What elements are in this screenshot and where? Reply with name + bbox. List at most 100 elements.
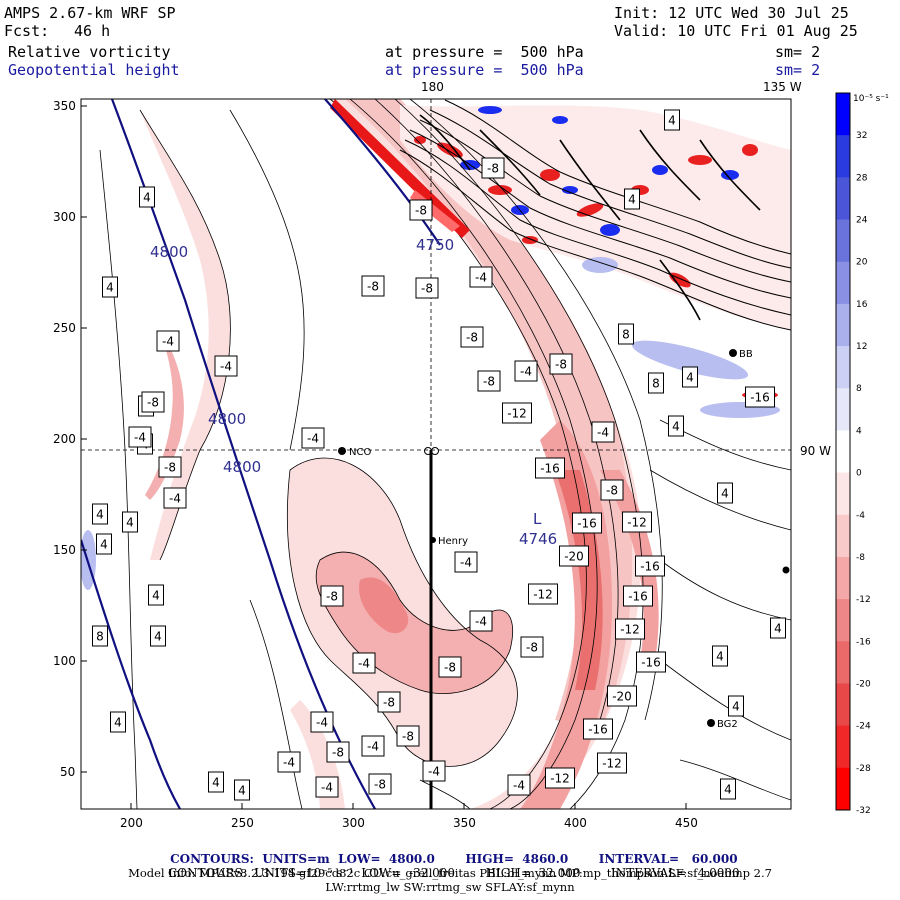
field1-level: at pressure = 500 hPa bbox=[385, 43, 584, 61]
contour-label-box bbox=[572, 512, 602, 534]
contour-label-box bbox=[520, 636, 544, 658]
height-label: 4800 bbox=[208, 410, 246, 428]
y-tick-label: 250 bbox=[53, 321, 76, 335]
height-label: 4800 bbox=[223, 458, 261, 476]
contour-label: -12 bbox=[627, 516, 647, 530]
contour-label-box bbox=[618, 323, 634, 345]
x-tick-label: 250 bbox=[231, 816, 254, 830]
contour-label: -8 bbox=[466, 331, 478, 345]
colorbar-label: -8 bbox=[856, 553, 865, 563]
field2-smoothing: sm= 2 bbox=[775, 61, 821, 79]
colorbar-swatch bbox=[836, 599, 850, 642]
contour-label: 4 bbox=[672, 420, 680, 434]
colorbar-label: 12 bbox=[856, 342, 867, 352]
contour-label-box bbox=[668, 415, 684, 437]
forecast-label: Fcst: bbox=[4, 22, 50, 40]
contour-label: -8 bbox=[374, 778, 386, 792]
contour-label-box bbox=[422, 760, 446, 782]
contour-label: -4 bbox=[316, 716, 328, 730]
colorbar-label: -32 bbox=[856, 806, 871, 816]
contour-label-box bbox=[514, 360, 538, 382]
model-info: Model Info: MPASv8.2.3-194-gf29cd82c CU:… bbox=[128, 866, 772, 880]
contour-label: -4 bbox=[283, 756, 295, 770]
contour-label-box bbox=[320, 585, 344, 607]
station-bg2: BG2 bbox=[707, 719, 738, 730]
low-center-value: 4746 bbox=[519, 530, 557, 548]
station-dot bbox=[338, 447, 346, 455]
contour-label-box bbox=[664, 109, 680, 131]
contour-label-box bbox=[623, 585, 653, 607]
contour-label-box bbox=[310, 711, 334, 733]
station-dot bbox=[430, 537, 436, 543]
contour-label-box bbox=[682, 366, 698, 388]
colorbar-swatch bbox=[836, 177, 850, 221]
contour-label: 4 bbox=[238, 784, 246, 798]
colorbar-label: 24 bbox=[856, 216, 868, 226]
contour-label: -16 bbox=[640, 560, 660, 574]
colorbar-label: -20 bbox=[856, 679, 871, 689]
contour-label: 4 bbox=[100, 538, 108, 552]
field2-name: Geopotential height bbox=[8, 61, 180, 79]
contour-label: -8 bbox=[367, 280, 379, 294]
colorbar-label: 8 bbox=[856, 384, 862, 394]
contour-label-box bbox=[148, 584, 164, 606]
contour-label: 4 bbox=[212, 776, 220, 790]
station-label: BG2 bbox=[717, 719, 738, 730]
contour-label-box bbox=[597, 752, 627, 774]
colorbar-swatch bbox=[836, 388, 850, 431]
contour-label: 4 bbox=[143, 191, 151, 205]
contour-label-box bbox=[469, 266, 493, 288]
contour-label: -4 bbox=[220, 360, 232, 374]
contour-label: 4 bbox=[686, 371, 694, 385]
station-dot bbox=[729, 349, 737, 357]
contour-label-box bbox=[315, 776, 339, 798]
crosshair-marker bbox=[431, 447, 439, 455]
contour-label: 4 bbox=[152, 589, 160, 603]
contour-label: -16 bbox=[628, 590, 648, 604]
station-label: BB bbox=[739, 349, 753, 360]
x-tick-label: 200 bbox=[120, 816, 143, 830]
x-tick-label: 450 bbox=[675, 816, 698, 830]
contour-label-box bbox=[607, 685, 637, 707]
contour-label-box bbox=[141, 391, 165, 413]
forecast-hour: 46 h bbox=[74, 22, 111, 40]
contour-label: -4 bbox=[520, 365, 532, 379]
contour-label-box bbox=[361, 275, 385, 297]
y-tick-label: 150 bbox=[53, 543, 76, 557]
contour-label: -4 bbox=[475, 615, 487, 629]
field1-smoothing: sm= 2 bbox=[775, 43, 821, 61]
colorbar-swatch bbox=[836, 514, 850, 558]
valid-time: Valid: 10 UTC Fri 01 Aug 25 bbox=[614, 22, 858, 40]
contour-label-box bbox=[150, 625, 166, 647]
contour-label-box bbox=[600, 479, 624, 501]
contour-label-box bbox=[326, 741, 350, 763]
colorbar-border bbox=[835, 92, 851, 811]
vort-info-interval: INTERVAL= 4.0000 bbox=[611, 866, 740, 880]
contour-label-box bbox=[635, 555, 665, 577]
contour-label-box bbox=[122, 511, 138, 533]
contour-label: 4 bbox=[106, 281, 114, 295]
contour-label-box bbox=[158, 456, 182, 478]
contour-label: 4 bbox=[114, 716, 122, 730]
contour-label-box bbox=[460, 326, 484, 348]
contour-label-box bbox=[615, 618, 645, 640]
contour-label: -4 bbox=[428, 765, 440, 779]
contour-label: 4 bbox=[154, 630, 162, 644]
contour-label: 8 bbox=[622, 328, 630, 342]
contour-label: -4 bbox=[134, 431, 146, 445]
contour-label: -8 bbox=[147, 396, 159, 410]
contour-label-box bbox=[624, 188, 640, 210]
contour-label: -12 bbox=[620, 623, 640, 637]
colorbar-label: 16 bbox=[856, 300, 868, 310]
contour-label-box bbox=[415, 277, 439, 299]
y-tick-label: 50 bbox=[60, 765, 75, 779]
contour-label: 4 bbox=[628, 193, 636, 207]
contour-label-box bbox=[361, 735, 385, 757]
contour-label-box bbox=[545, 767, 575, 789]
contour-label-box bbox=[507, 774, 531, 796]
lon-label-90w: 90 W bbox=[800, 444, 831, 458]
contour-label: -8 bbox=[487, 162, 499, 176]
contour-label-box bbox=[156, 330, 180, 352]
y-tick-label: 100 bbox=[53, 654, 76, 668]
contour-label: -8 bbox=[483, 375, 495, 389]
